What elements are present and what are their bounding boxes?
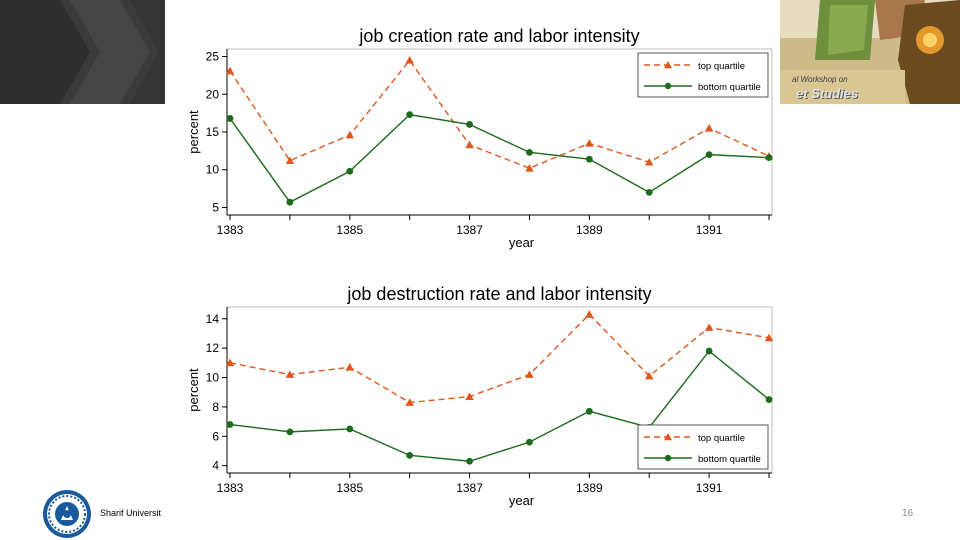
y-axis-label: percent bbox=[186, 368, 201, 412]
data-point-top-quartile bbox=[585, 310, 594, 318]
sharif-university-logo bbox=[43, 490, 91, 538]
x-tick-label: 1389 bbox=[576, 223, 603, 237]
data-point-bottom-quartile bbox=[466, 121, 473, 128]
legend-label: top quartile bbox=[698, 61, 745, 72]
series-line-bottom-quartile bbox=[229, 350, 770, 462]
data-point-bottom-quartile bbox=[406, 111, 414, 119]
chart-title: job destruction rate and labor intensity bbox=[346, 284, 651, 304]
legend-label: top quartile bbox=[698, 433, 745, 444]
decorative-header-panel bbox=[0, 0, 165, 104]
data-point-bottom-quartile bbox=[286, 198, 294, 206]
data-point-top-quartile bbox=[764, 333, 774, 342]
page-number: 16 bbox=[902, 508, 914, 519]
y-tick-label: 5 bbox=[212, 200, 219, 214]
x-tick-label: 1383 bbox=[217, 481, 244, 495]
data-point-bottom-quartile bbox=[346, 167, 354, 175]
data-point-bottom-quartile bbox=[765, 154, 773, 162]
data-point-top-quartile bbox=[585, 139, 594, 147]
workshop-banner: al Workshop on et Studies bbox=[780, 0, 960, 104]
x-axis-label: year bbox=[509, 493, 535, 508]
y-tick-label: 10 bbox=[206, 163, 220, 177]
job-destruction-chart: job destruction rate and labor intensity… bbox=[186, 284, 774, 508]
decorative-hexagon-shapes bbox=[0, 0, 165, 104]
data-point-top-quartile bbox=[225, 66, 235, 75]
legend-marker bbox=[664, 433, 672, 441]
data-point-bottom-quartile bbox=[226, 421, 234, 428]
data-point-top-quartile bbox=[225, 358, 235, 367]
data-point-bottom-quartile bbox=[705, 151, 713, 159]
data-point-bottom-quartile bbox=[526, 438, 533, 446]
data-point-bottom-quartile bbox=[346, 425, 354, 433]
workshop-banner-image bbox=[780, 0, 960, 104]
y-tick-label: 6 bbox=[212, 429, 219, 443]
y-tick-label: 8 bbox=[212, 400, 219, 414]
data-point-bottom-quartile bbox=[466, 457, 473, 465]
banner-line2: et Studies bbox=[796, 86, 859, 101]
data-point-top-quartile bbox=[704, 124, 714, 132]
y-tick-label: 10 bbox=[206, 371, 220, 385]
series-line-top-quartile bbox=[229, 313, 770, 404]
data-point-bottom-quartile bbox=[585, 407, 593, 415]
legend-marker bbox=[664, 82, 672, 90]
legend-label: bottom quartile bbox=[698, 82, 761, 93]
data-point-bottom-quartile bbox=[585, 155, 593, 163]
data-point-top-quartile bbox=[285, 370, 295, 378]
x-tick-label: 1389 bbox=[576, 481, 603, 495]
data-point-bottom-quartile bbox=[705, 347, 713, 355]
data-point-top-quartile bbox=[405, 398, 414, 406]
banner-line1: al Workshop on bbox=[792, 75, 848, 84]
data-point-top-quartile bbox=[645, 371, 654, 380]
data-point-top-quartile bbox=[345, 130, 354, 139]
y-tick-label: 15 bbox=[206, 125, 220, 139]
chart-title: job creation rate and labor intensity bbox=[358, 26, 639, 46]
data-point-bottom-quartile bbox=[765, 396, 773, 403]
data-point-top-quartile bbox=[645, 157, 654, 166]
series-line-top-quartile bbox=[229, 59, 770, 169]
data-point-top-quartile bbox=[285, 156, 295, 165]
x-tick-label: 1387 bbox=[456, 481, 483, 495]
y-tick-label: 25 bbox=[206, 50, 220, 64]
y-tick-label: 4 bbox=[212, 459, 219, 473]
job-creation-chart: job creation rate and labor intensity 5 10… bbox=[186, 26, 774, 250]
x-tick-label: 1391 bbox=[696, 481, 723, 495]
data-point-bottom-quartile bbox=[406, 451, 414, 459]
data-point-top-quartile bbox=[345, 363, 354, 371]
data-point-top-quartile bbox=[405, 56, 414, 64]
data-point-top-quartile bbox=[525, 164, 534, 172]
legend-box bbox=[637, 52, 769, 98]
data-point-bottom-quartile bbox=[645, 188, 653, 196]
legend-marker bbox=[664, 61, 672, 69]
legend-label: bottom quartile bbox=[698, 454, 761, 465]
data-point-top-quartile bbox=[465, 140, 474, 149]
x-tick-label: 1391 bbox=[696, 223, 723, 237]
x-tick-label: 1383 bbox=[217, 223, 244, 237]
data-point-bottom-quartile bbox=[286, 428, 294, 436]
data-point-top-quartile bbox=[525, 370, 534, 378]
y-tick-label: 14 bbox=[206, 312, 220, 326]
series-line-bottom-quartile bbox=[229, 113, 770, 204]
x-tick-label: 1385 bbox=[336, 481, 363, 495]
data-point-bottom-quartile bbox=[226, 115, 234, 122]
x-axis-label: year bbox=[509, 235, 535, 250]
y-axis-label: percent bbox=[186, 110, 201, 154]
data-point-top-quartile bbox=[704, 323, 714, 331]
university-name: Sharif Universit bbox=[100, 508, 162, 518]
legend-marker bbox=[664, 454, 672, 462]
legend-box bbox=[637, 424, 769, 470]
x-tick-label: 1387 bbox=[456, 223, 483, 237]
data-point-top-quartile bbox=[465, 392, 474, 400]
data-point-bottom-quartile bbox=[526, 148, 533, 156]
y-tick-label: 12 bbox=[206, 341, 220, 355]
x-tick-label: 1385 bbox=[336, 223, 363, 237]
y-tick-label: 20 bbox=[206, 87, 220, 101]
